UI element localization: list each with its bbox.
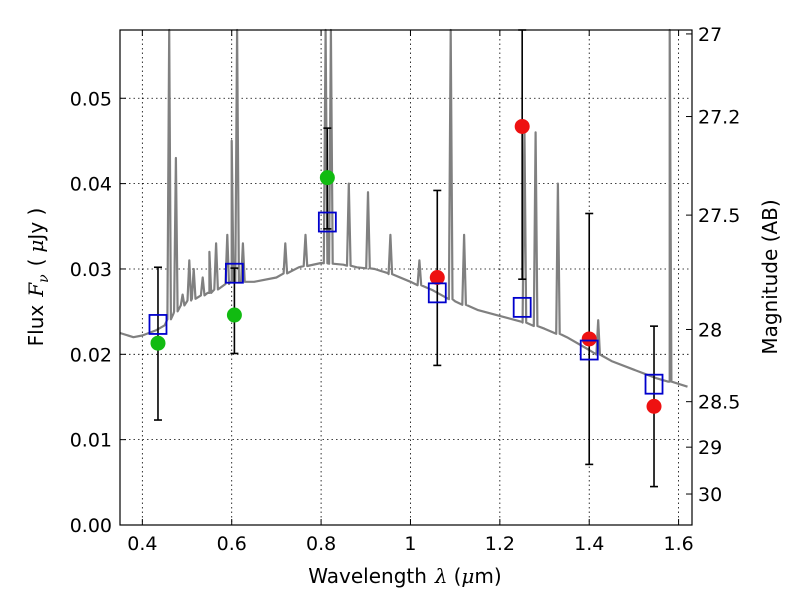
x-axis-title: Wavelength λ (μm) [308,564,501,588]
y-tick-label: 0.00 [70,515,112,537]
y2-tick-label: 27.2 [698,107,740,129]
sed-model-spectrum [119,28,688,388]
x-axis: 0.4 0.6 0.8 1 1.2 1.4 1.6 [127,30,694,555]
y2-tick-label: 27 [698,24,722,46]
data-point-circle [429,270,445,285]
model-square-point [644,373,664,395]
error-bars [153,29,659,488]
grid [120,30,692,525]
model-square-point [317,211,337,233]
model-square-point [427,282,447,304]
y-axis-title: FluxFν(μJy ) [24,208,52,347]
y-tick-label: 0.01 [70,430,112,452]
data-point-circle [226,307,242,323]
sed-line [119,28,688,388]
data-point-circle [581,331,597,347]
data-points [148,118,664,414]
y-tick-label: 0.05 [70,88,112,110]
y2-tick-label: 28 [698,319,722,341]
data-point-circle [514,118,530,134]
x-tick-label: 0.4 [127,533,157,555]
y2-tick-label: 30 [698,484,722,506]
model-square-point [579,339,599,361]
y-axis-magnitude: 27 27.2 27.5 28 28.5 29 30 [686,24,740,506]
data-point-circle [646,398,662,414]
model-square-point [512,296,532,318]
data-point-circle [150,335,166,351]
plot-frame [119,29,693,526]
y2-axis-title: Magnitude (AB) [758,199,782,354]
x-tick-label: 1.2 [485,533,515,555]
x-tick-label: 1.4 [574,533,604,555]
x-tick-label: 1 [404,533,416,555]
y2-tick-label: 27.5 [698,205,740,227]
y-tick-label: 0.03 [70,259,112,281]
y-tick-label: 0.02 [70,344,112,366]
data-point-circle [319,170,335,186]
y-axis-flux: 0.00 0.01 0.02 0.03 0.04 0.05 [70,88,126,537]
y2-tick-label: 28.5 [698,392,740,414]
x-tick-label: 0.8 [306,533,336,555]
x-tick-label: 1.6 [663,533,693,555]
model-square-point [148,314,168,335]
y-tick-label: 0.04 [70,174,112,196]
x-tick-label: 0.6 [217,533,247,555]
y2-tick-label: 29 [698,437,722,459]
model-square-point [224,262,244,284]
